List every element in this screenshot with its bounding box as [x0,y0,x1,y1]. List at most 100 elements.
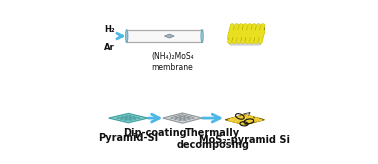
Circle shape [255,37,257,40]
Circle shape [230,30,233,32]
Circle shape [235,30,238,33]
Circle shape [231,30,234,33]
Circle shape [259,120,260,121]
Circle shape [246,41,248,43]
Circle shape [239,122,240,123]
Polygon shape [128,115,132,116]
Circle shape [237,37,240,40]
Circle shape [248,116,249,117]
Circle shape [233,37,236,41]
Circle shape [252,121,253,122]
Circle shape [241,40,245,43]
Circle shape [250,40,253,43]
Circle shape [233,32,236,35]
Circle shape [242,35,244,37]
Ellipse shape [125,30,128,42]
Polygon shape [121,118,124,119]
Polygon shape [116,117,120,118]
Circle shape [235,30,238,33]
Circle shape [243,122,244,123]
Circle shape [238,119,239,120]
Circle shape [250,41,253,43]
Polygon shape [120,117,124,118]
Circle shape [231,30,234,33]
Polygon shape [121,116,128,117]
Circle shape [238,35,242,38]
Circle shape [252,117,253,118]
Circle shape [229,35,232,38]
Circle shape [261,24,265,27]
Circle shape [246,120,247,121]
Circle shape [237,118,238,119]
Circle shape [259,37,263,41]
Circle shape [243,27,246,29]
Circle shape [247,35,249,38]
Circle shape [243,32,246,36]
Circle shape [245,121,246,122]
Circle shape [249,116,250,117]
Circle shape [242,116,243,117]
Polygon shape [129,118,136,119]
Text: Pyramid-Si: Pyramid-Si [98,133,158,143]
Circle shape [240,30,242,33]
Circle shape [251,122,252,123]
Circle shape [239,122,240,123]
Circle shape [251,120,252,121]
Circle shape [250,120,251,121]
Circle shape [242,115,243,116]
Circle shape [234,118,235,119]
Circle shape [246,35,248,37]
Polygon shape [125,115,132,116]
Circle shape [260,27,264,30]
Circle shape [247,30,249,32]
Circle shape [248,120,249,121]
Circle shape [259,41,262,43]
Circle shape [257,27,260,30]
Circle shape [237,118,238,119]
Circle shape [259,34,262,38]
Circle shape [230,35,232,38]
Polygon shape [183,115,186,116]
Polygon shape [191,117,194,118]
Circle shape [250,116,251,117]
Circle shape [253,120,254,121]
Circle shape [240,119,241,120]
Circle shape [228,40,231,43]
Circle shape [250,35,253,37]
Circle shape [247,119,248,120]
Polygon shape [179,117,183,118]
Circle shape [237,118,238,119]
Circle shape [260,32,262,34]
Circle shape [229,37,232,41]
Circle shape [239,32,242,36]
Circle shape [238,35,240,38]
Circle shape [257,30,259,32]
Circle shape [259,32,263,35]
Circle shape [240,118,241,119]
Circle shape [244,117,245,118]
Circle shape [251,32,254,35]
Circle shape [248,118,249,119]
Circle shape [237,37,241,41]
Circle shape [235,27,237,29]
Polygon shape [132,116,136,117]
Circle shape [246,121,247,122]
Circle shape [260,29,263,32]
Circle shape [251,32,253,34]
Circle shape [259,40,262,43]
Circle shape [235,25,238,27]
Polygon shape [116,117,124,118]
Circle shape [242,116,243,117]
Circle shape [245,119,246,120]
Circle shape [249,120,250,121]
Circle shape [232,119,233,120]
Circle shape [239,117,240,118]
Circle shape [253,27,255,29]
Circle shape [242,29,246,32]
Circle shape [243,30,246,32]
Circle shape [248,119,249,120]
Circle shape [241,120,242,121]
Circle shape [248,33,250,35]
Circle shape [237,34,240,38]
Circle shape [254,119,255,120]
